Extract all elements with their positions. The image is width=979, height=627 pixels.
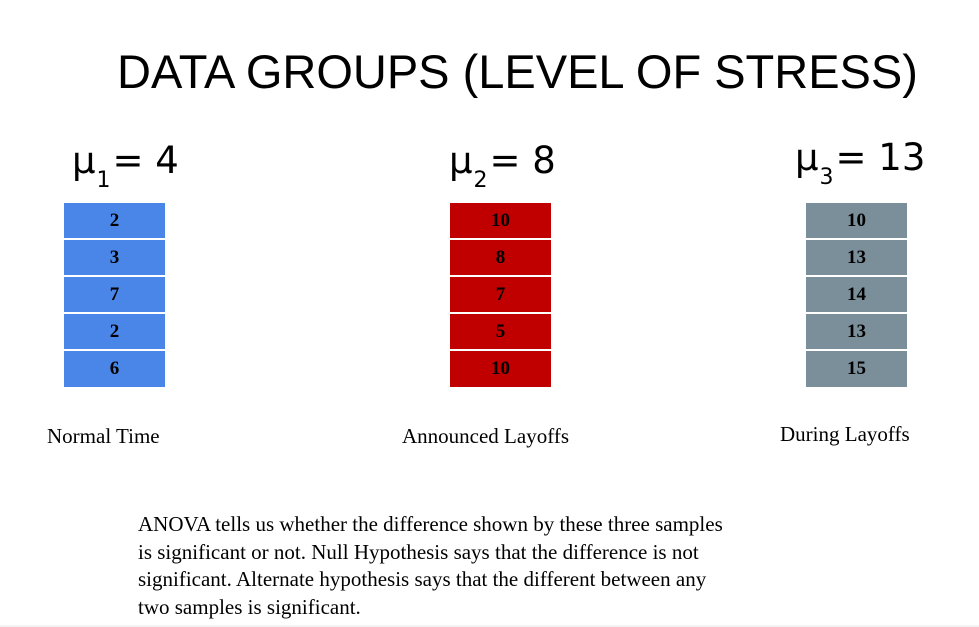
- mu-value: = 8: [489, 139, 556, 182]
- anova-explanation: ANOVA tells us whether the difference sh…: [138, 511, 868, 621]
- data-cell: 14: [806, 277, 907, 314]
- page-title: DATA GROUPS (LEVEL OF STRESS): [117, 45, 918, 98]
- data-cell: 3: [64, 240, 165, 277]
- group-1-mean: μ1= 4: [72, 139, 179, 194]
- data-cell: 8: [450, 240, 551, 277]
- data-cell: 5: [450, 314, 551, 351]
- group-1-label: Normal Time: [47, 424, 160, 448]
- group-1-column: 2 3 7 2 6: [64, 203, 165, 388]
- paragraph-line: two samples is significant.: [138, 594, 361, 619]
- data-cell: 7: [64, 277, 165, 314]
- data-cell: 15: [806, 351, 907, 387]
- group-2-mean: μ2= 8: [449, 139, 556, 194]
- group-3-column: 10 13 14 13 15: [806, 203, 907, 388]
- mu-value: = 4: [112, 139, 179, 182]
- data-cell: 10: [806, 203, 907, 240]
- group-2-column: 10 8 7 5 10: [450, 203, 551, 388]
- mu-subscript: 2: [473, 168, 488, 193]
- bottom-divider: [0, 625, 979, 627]
- data-cell: 13: [806, 314, 907, 351]
- paragraph-line: is significant or not. Null Hypothesis s…: [138, 539, 699, 564]
- data-cell: 10: [450, 351, 551, 387]
- data-cell: 6: [64, 351, 165, 387]
- group-3-mean: μ3= 13: [795, 136, 926, 191]
- group-2-label: Announced Layoffs: [402, 424, 569, 448]
- paragraph-line: significant. Alternate hypothesis says t…: [138, 567, 707, 591]
- data-cell: 7: [450, 277, 551, 314]
- mu-subscript: 3: [819, 165, 834, 190]
- mu-subscript: 1: [96, 168, 111, 193]
- mu-symbol: μ: [795, 136, 819, 179]
- paragraph-line: ANOVA tells us whether the difference sh…: [138, 512, 723, 536]
- mu-value: = 13: [835, 136, 926, 179]
- mu-symbol: μ: [449, 139, 473, 182]
- data-cell: 2: [64, 314, 165, 351]
- data-cell: 10: [450, 203, 551, 240]
- mu-symbol: μ: [72, 139, 96, 182]
- group-3-label: During Layoffs: [780, 422, 910, 446]
- data-cell: 2: [64, 203, 165, 240]
- data-cell: 13: [806, 240, 907, 277]
